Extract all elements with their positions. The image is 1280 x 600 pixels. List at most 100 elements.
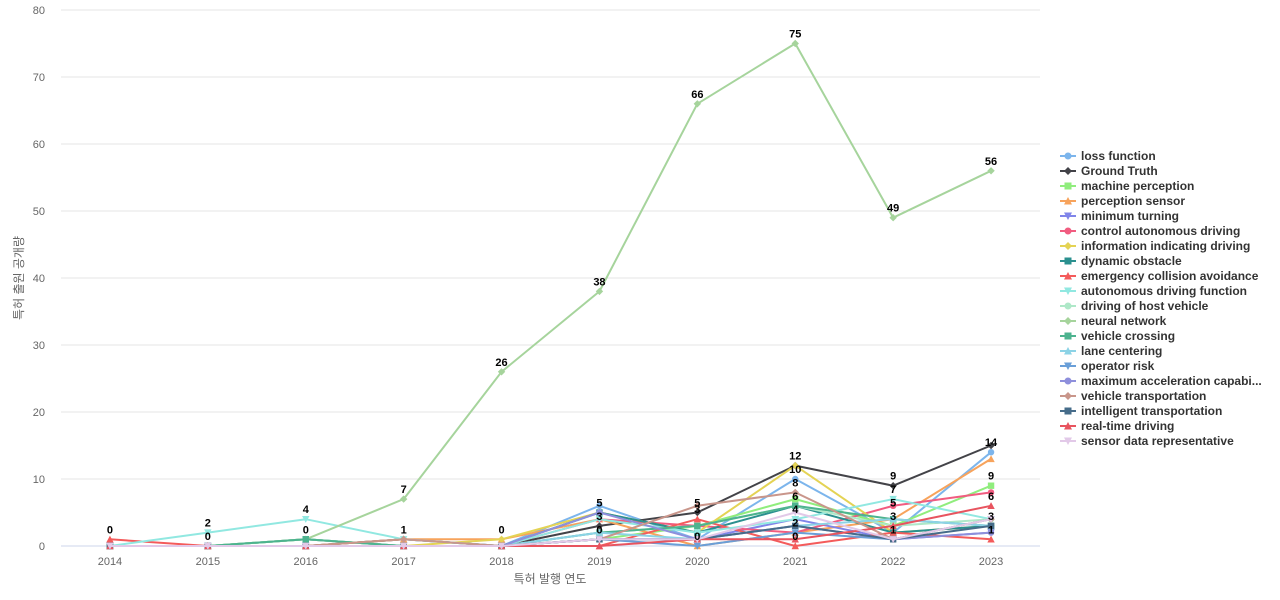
data-point (987, 441, 995, 450)
data-label: 9 (890, 471, 896, 483)
data-point (987, 489, 995, 496)
legend-item: loss function (1060, 149, 1156, 163)
x-tick-label: 2023 (979, 556, 1003, 568)
data-point (791, 535, 799, 543)
data-point (889, 528, 897, 536)
data-label: 4 (303, 504, 310, 516)
y-tick-label: 70 (33, 72, 45, 84)
data-label: 3 (890, 511, 896, 523)
data-point (399, 542, 408, 550)
legend-label: perception sensor (1081, 194, 1185, 208)
x-tick-label: 2016 (294, 556, 318, 568)
x-tick-label: 2019 (587, 556, 611, 568)
data-point (1064, 272, 1072, 280)
data-point (1064, 407, 1072, 415)
data-point (596, 509, 603, 516)
data-point (595, 522, 604, 530)
legend-item: neural network (1060, 314, 1167, 328)
data-label: 0 (498, 524, 504, 536)
data-point (889, 482, 897, 490)
data-point (791, 488, 799, 497)
data-point (1064, 197, 1072, 205)
data-label: 5 (596, 498, 602, 510)
data-label: 6 (988, 491, 994, 503)
data-point (693, 529, 702, 537)
x-axis-title: 특허 발행 연도 (514, 571, 587, 586)
data-point (106, 535, 114, 543)
data-label: 3 (988, 511, 994, 523)
legend-label: operator risk (1081, 359, 1155, 373)
data-point (595, 287, 604, 296)
data-label: 2 (205, 518, 211, 530)
data-label: 3 (596, 511, 602, 523)
data-point (1064, 332, 1072, 340)
legend-label: maximum acceleration capabi... (1081, 374, 1262, 388)
data-label: 0 (694, 531, 700, 543)
data-point (791, 461, 799, 470)
legend-item: autonomous driving function (1060, 284, 1247, 298)
x-tick-label: 2014 (98, 556, 122, 568)
data-label: 66 (691, 89, 703, 101)
data-point (302, 542, 310, 550)
x-tick-label: 2018 (489, 556, 513, 568)
data-label: 38 (593, 276, 605, 288)
data-point (693, 536, 702, 543)
legend-label: loss function (1081, 149, 1156, 163)
legend-label: vehicle crossing (1081, 329, 1175, 343)
data-point (987, 516, 995, 523)
legend-label: autonomous driving function (1081, 284, 1247, 298)
legend-item: minimum turning (1060, 209, 1179, 223)
data-point (889, 522, 897, 530)
data-point (1064, 182, 1072, 190)
legend-label: real-time driving (1081, 419, 1174, 433)
y-tick-label: 10 (33, 474, 45, 486)
data-point (1064, 317, 1072, 325)
data-label: 6 (792, 491, 798, 503)
data-point (987, 529, 995, 536)
data-point (792, 495, 799, 503)
data-point (791, 529, 799, 537)
legend-label: intelligent transportation (1081, 404, 1222, 418)
data-point (987, 535, 995, 543)
data-point (1064, 302, 1072, 310)
data-point (1064, 167, 1072, 175)
data-label: 12 (789, 451, 801, 463)
data-point (204, 542, 212, 550)
data-point (889, 502, 897, 509)
data-point (987, 522, 995, 530)
data-label: 1 (988, 524, 994, 536)
legend-item: machine perception (1060, 179, 1194, 193)
data-point (1064, 152, 1072, 160)
series (106, 509, 995, 550)
series-layer (106, 39, 995, 550)
data-label: 49 (887, 203, 899, 215)
data-label: 0 (107, 524, 113, 536)
legend-label: dynamic obstacle (1081, 254, 1182, 268)
data-point (987, 449, 995, 456)
legend-label: minimum turning (1081, 209, 1179, 223)
data-point (1064, 422, 1072, 430)
data-point (497, 368, 506, 376)
legend-label: driving of host vehicle (1081, 299, 1209, 313)
data-point (791, 542, 799, 550)
data-point (987, 502, 995, 509)
data-label: 10 (789, 464, 801, 476)
data-point (792, 502, 799, 509)
series (106, 39, 995, 550)
x-tick-label: 2017 (391, 556, 415, 568)
y-tick-label: 80 (33, 5, 45, 17)
data-point (693, 100, 702, 108)
legend-item: dynamic obstacle (1060, 254, 1182, 268)
data-point (595, 516, 604, 523)
x-tick-label: 2020 (685, 556, 709, 568)
legend-item: Ground Truth (1060, 164, 1158, 178)
data-label: 1 (890, 524, 896, 536)
data-label: 5 (890, 498, 896, 510)
legend-label: vehicle transportation (1081, 389, 1206, 403)
data-label: 14 (985, 437, 998, 449)
data-point (1064, 257, 1072, 265)
data-label: 75 (789, 29, 801, 41)
data-point (497, 542, 506, 550)
